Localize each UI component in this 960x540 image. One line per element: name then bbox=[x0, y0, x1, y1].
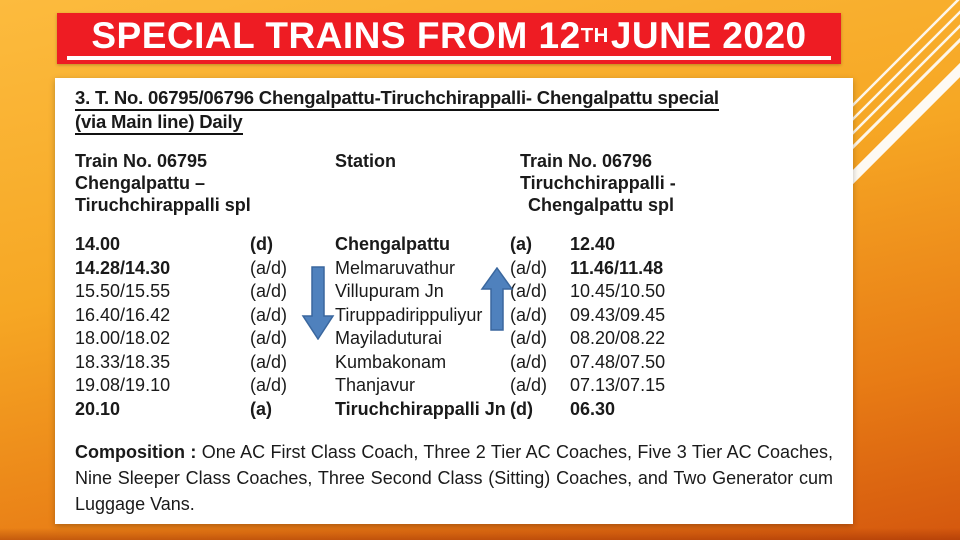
marker-down: (a/d) bbox=[250, 257, 288, 278]
marker-up: (a/d) bbox=[510, 351, 548, 372]
marker-down: (a) bbox=[250, 398, 272, 419]
time-down: 19.08/19.10 bbox=[75, 375, 171, 395]
time-down: 14.28/14.30 bbox=[75, 257, 171, 278]
section-heading: 3. T. No. 06795/06796 Chengalpattu-Tiruc… bbox=[75, 86, 833, 135]
table-row: 15.50/15.55 (a/d) Villupuram Jn (a/d) 10.45/… bbox=[75, 280, 833, 304]
time-up: 07.13/07.15 bbox=[570, 375, 666, 395]
time-up: 06.30 bbox=[570, 398, 616, 419]
page-title-tail: JUNE 2020 bbox=[610, 14, 807, 56]
bottom-shade-decoration bbox=[0, 528, 960, 540]
table-row: 14.00 (d) Chengalpattu (a) 12.40 bbox=[75, 233, 833, 257]
time-up: 07.48/07.50 bbox=[570, 351, 666, 372]
table-body: 14.00 (d) Chengalpattu (a) 12.40 14.28/14.30 (… bbox=[75, 233, 833, 421]
station-name: Melmaruvathur bbox=[335, 257, 456, 278]
time-up: 09.43/09.45 bbox=[570, 304, 666, 325]
marker-up: (a/d) bbox=[510, 281, 548, 301]
station-name: Tiruchchirappalli Jn bbox=[335, 398, 506, 419]
time-down: 16.40/16.42 bbox=[75, 304, 171, 325]
page-title-main: SPECIAL TRAINS FROM 12 bbox=[91, 14, 581, 56]
table-row: 14.28/14.30 (a/d) Melmaruvathur (a/d) 11.46/… bbox=[75, 257, 833, 281]
time-down: 14.00 bbox=[75, 234, 121, 254]
marker-down: (a/d) bbox=[250, 304, 288, 325]
station-name: Thanjavur bbox=[335, 375, 416, 395]
station-name: Villupuram Jn bbox=[335, 281, 444, 301]
station-name: Chengalpattu bbox=[335, 234, 450, 254]
time-up: 08.20/08.22 bbox=[570, 328, 666, 348]
marker-up: (a/d) bbox=[510, 375, 548, 395]
header-train-06796: Train No. 06796 Tiruchchirappalli - Chen… bbox=[520, 151, 676, 215]
table-row: 20.10 (a) Tiruchchirappalli Jn (d) 06.30 bbox=[75, 398, 833, 422]
marker-up: (d) bbox=[510, 398, 533, 419]
time-up: 12.40 bbox=[570, 234, 616, 254]
content-card: 3. T. No. 06795/06796 Chengalpattu-Tiruc… bbox=[55, 78, 853, 524]
marker-up: (a/d) bbox=[510, 304, 548, 325]
section-heading-line1: 3. T. No. 06795/06796 Chengalpattu-Tiruc… bbox=[75, 86, 833, 111]
section-heading-line2: (via Main line) Daily bbox=[75, 110, 833, 135]
table-row: 19.08/19.10 (a/d) Thanjavur (a/d) 07.13/07.1… bbox=[75, 374, 833, 398]
marker-up: (a) bbox=[510, 234, 532, 254]
page-title: SPECIAL TRAINS FROM 12 TH JUNE 2020 bbox=[91, 14, 807, 56]
marker-up: (a/d) bbox=[510, 328, 548, 348]
time-down: 15.50/15.55 bbox=[75, 281, 171, 301]
time-down: 20.10 bbox=[75, 398, 121, 419]
marker-down: (a/d) bbox=[250, 328, 288, 348]
table-row: 16.40/16.42 (a/d) Tiruppadirippuliyur (a/d)… bbox=[75, 304, 833, 328]
header-station: Station bbox=[335, 151, 396, 171]
composition-text: One AC First Class Coach, Three 2 Tier A… bbox=[75, 442, 834, 514]
marker-down: (a/d) bbox=[250, 281, 288, 301]
station-name: Mayiladuturai bbox=[335, 328, 443, 348]
composition-paragraph: Composition : One AC First Class Coach, … bbox=[75, 439, 833, 517]
down-arrow-icon bbox=[301, 266, 335, 345]
station-name: Kumbakonam bbox=[335, 351, 447, 372]
composition-label: Composition : bbox=[75, 442, 197, 462]
up-arrow-icon bbox=[480, 266, 514, 336]
table-row: 18.33/18.35 (a/d) Kumbakonam (a/d) 07.48/07.… bbox=[75, 351, 833, 375]
table-row: 18.00/18.02 (a/d) Mayiladuturai (a/d) 08.20/… bbox=[75, 327, 833, 351]
time-down: 18.00/18.02 bbox=[75, 328, 171, 348]
time-up: 11.46/11.48 bbox=[570, 257, 664, 278]
time-down: 18.33/18.35 bbox=[75, 351, 171, 372]
marker-up: (a/d) bbox=[510, 257, 548, 278]
header-train-06795: Train No. 06795 Chengalpattu – Tiruchchi… bbox=[75, 151, 251, 215]
title-underline bbox=[67, 56, 831, 60]
marker-down: (a/d) bbox=[250, 375, 288, 395]
marker-down: (a/d) bbox=[250, 351, 288, 372]
table-header: Train No. 06795 Chengalpattu – Tiruchchi… bbox=[75, 150, 833, 216]
time-up: 10.45/10.50 bbox=[570, 281, 666, 301]
title-banner: SPECIAL TRAINS FROM 12 TH JUNE 2020 bbox=[57, 13, 841, 64]
marker-down: (d) bbox=[250, 234, 273, 254]
station-name: Tiruppadirippuliyur bbox=[335, 304, 483, 325]
